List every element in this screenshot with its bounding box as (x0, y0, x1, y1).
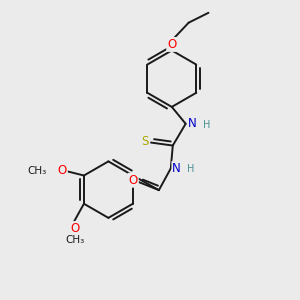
Text: H: H (187, 164, 194, 174)
Text: N: N (188, 117, 197, 130)
Text: H: H (203, 120, 210, 130)
Text: S: S (141, 135, 149, 148)
Text: O: O (70, 222, 80, 235)
Text: O: O (58, 164, 67, 177)
Text: O: O (128, 174, 138, 187)
Text: CH₃: CH₃ (27, 166, 46, 176)
Text: CH₃: CH₃ (65, 236, 85, 245)
Text: N: N (172, 162, 181, 175)
Text: O: O (167, 38, 176, 51)
